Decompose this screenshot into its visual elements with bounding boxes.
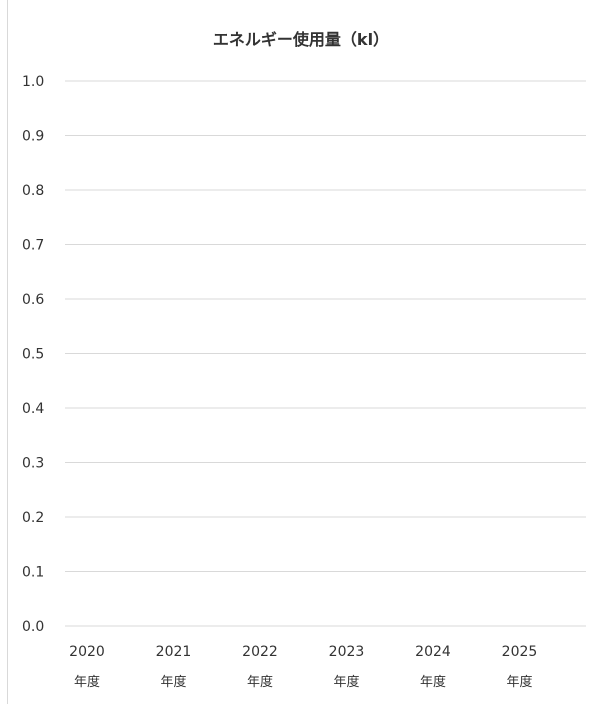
y-tick-label: 0.0: [22, 619, 44, 635]
y-tick-label: 0.7: [22, 238, 44, 254]
y-tick-label: 0.4: [22, 401, 44, 417]
x-tick-unit-label: 年度: [506, 674, 532, 690]
y-tick-label: 0.3: [22, 456, 44, 472]
x-tick-label: 2024: [415, 644, 451, 660]
x-tick-label: 2020: [69, 644, 105, 660]
x-tick-label: 2022: [242, 644, 278, 660]
y-axis-ticks: 0.0 0.1 0.2 0.3 0.4 0.5 0.6 0.7 0.8 0.9 1.0: [22, 74, 44, 635]
x-tick-label: 2023: [329, 644, 365, 660]
x-tick-unit-label: 年度: [420, 674, 446, 690]
x-axis-ticks: 2020 年度 2021 年度 2022 年度 2023 年度 2024 年度 2025 年度: [69, 644, 537, 690]
x-tick-label: 2025: [502, 644, 538, 660]
x-tick-label: 2021: [156, 644, 192, 660]
y-tick-label: 0.8: [22, 183, 44, 199]
x-tick-unit-label: 年度: [333, 674, 359, 690]
y-tick-label: 0.2: [22, 510, 44, 526]
y-tick-label: 0.1: [22, 565, 44, 581]
x-tick-unit-label: 年度: [74, 674, 100, 690]
chart-frame: [7, 0, 602, 704]
x-tick-unit-label: 年度: [160, 674, 186, 690]
x-tick-unit-label: 年度: [247, 674, 273, 690]
y-tick-label: 0.9: [22, 129, 44, 145]
y-tick-label: 0.6: [22, 292, 44, 308]
y-tick-label: 1.0: [22, 74, 44, 90]
gridlines: [65, 80, 586, 627]
chart-title: エネルギー使用量（kl）: [212, 30, 390, 49]
y-tick-label: 0.5: [22, 347, 44, 363]
